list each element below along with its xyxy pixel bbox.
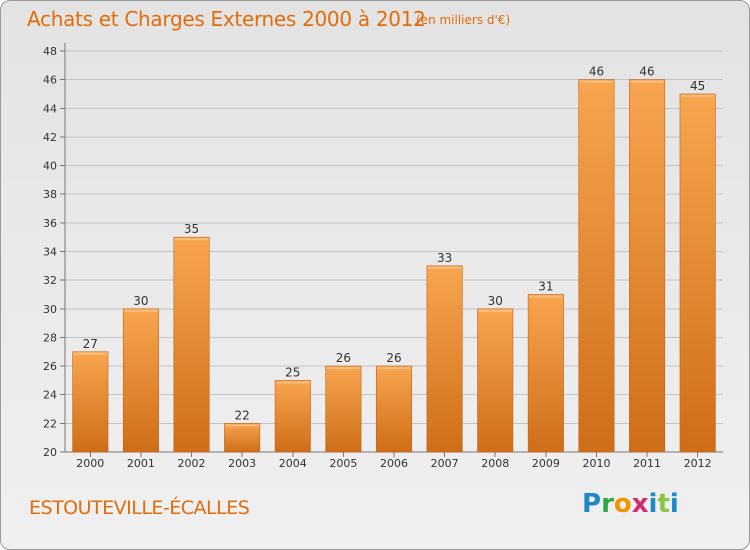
x-tick-label: 2003 (228, 457, 256, 470)
bar-value-label: 46 (589, 65, 604, 79)
bar-highlight (478, 309, 512, 312)
y-tick-label: 24 (43, 389, 57, 402)
x-tick-label: 2007 (431, 457, 459, 470)
y-tick-label: 38 (43, 188, 57, 201)
bar-value-label: 30 (488, 294, 503, 308)
bar-highlight (427, 266, 462, 269)
x-tick-label: 2011 (633, 457, 661, 470)
logo-letter: o (613, 489, 632, 519)
y-tick-label: 46 (43, 74, 57, 87)
y-tick-label: 40 (43, 160, 57, 173)
y-tick-label: 32 (43, 274, 57, 287)
x-tick-label: 2002 (178, 457, 206, 470)
chart-title: Achats et Charges Externes 2000 à 2012 (27, 7, 426, 31)
x-tick-label: 2006 (380, 457, 408, 470)
bar-highlight (174, 238, 209, 241)
logo-letter: P (582, 489, 602, 519)
y-tick-label: 48 (43, 45, 57, 58)
logo-letter: r (601, 489, 614, 519)
town-name: ESTOUTEVILLE-ÉCALLES (29, 497, 250, 519)
x-tick-label: 2000 (76, 457, 104, 470)
bar-highlight (529, 295, 563, 298)
y-tick-label: 34 (43, 246, 57, 259)
bar-value-label: 35 (184, 222, 199, 236)
bar-highlight (680, 94, 715, 97)
bar-value-label: 30 (133, 294, 148, 308)
bar-2012[interactable] (679, 93, 716, 453)
bar-value-label: 31 (538, 279, 553, 293)
x-tick-label: 2009 (532, 457, 560, 470)
bar-2011[interactable] (629, 79, 666, 453)
bar-highlight (225, 424, 259, 427)
bar-2002[interactable] (173, 236, 210, 453)
bar-highlight (579, 80, 614, 83)
bar-2007[interactable] (426, 265, 463, 453)
y-tick-label: 22 (43, 417, 57, 430)
bar-value-label: 45 (690, 79, 705, 93)
bar-highlight (73, 352, 108, 355)
bar-highlight (630, 80, 664, 83)
bar-2006[interactable] (375, 365, 413, 453)
y-tick-label: 42 (43, 131, 57, 144)
bar-2003[interactable] (224, 423, 261, 453)
bar-2001[interactable] (122, 308, 159, 453)
x-tick-label: 2001 (127, 457, 155, 470)
bar-2010[interactable] (578, 79, 615, 453)
logo-letter: x (631, 489, 649, 519)
chart-subtitle: (en milliers d'€) (416, 13, 511, 27)
logo-letter: t (657, 489, 670, 519)
bar-highlight (276, 381, 310, 384)
y-tick-label: 30 (43, 303, 57, 316)
bar-value-label: 25 (285, 365, 300, 379)
bar-2004[interactable] (274, 380, 311, 453)
bar-2005[interactable] (325, 365, 362, 453)
y-tick-label: 20 (43, 446, 57, 459)
bar-2009[interactable] (527, 294, 564, 453)
logo-letter: i (648, 489, 658, 519)
bar-highlight (124, 309, 158, 312)
x-tick-label: 2005 (329, 457, 357, 470)
bar-highlight (377, 367, 411, 370)
bar-2008[interactable] (477, 308, 514, 453)
x-tick-label: 2010 (582, 457, 610, 470)
y-tick-label: 28 (43, 331, 57, 344)
x-tick-label: 2008 (481, 457, 509, 470)
x-tick-label: 2004 (279, 457, 307, 470)
logo-letter: i (669, 489, 679, 519)
bar-value-label: 46 (639, 65, 654, 79)
proxiti-logo[interactable]: Proxiti (582, 489, 679, 519)
bar-value-label: 22 (235, 408, 250, 422)
y-tick-label: 44 (43, 102, 57, 115)
bar-2000[interactable] (72, 351, 109, 453)
y-tick-label: 26 (43, 360, 57, 373)
bar-value-label: 26 (336, 351, 351, 365)
y-tick-label: 36 (43, 217, 57, 230)
bar-value-label: 33 (437, 251, 452, 265)
bar-value-label: 27 (83, 337, 98, 351)
bar-highlight (326, 367, 361, 370)
bar-value-label: 26 (386, 351, 401, 365)
x-tick-label: 2012 (684, 457, 712, 470)
